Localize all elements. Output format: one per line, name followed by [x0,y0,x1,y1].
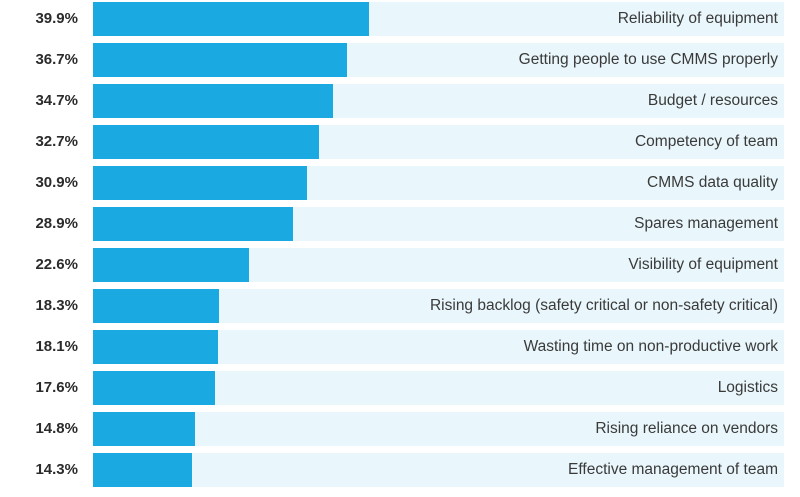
bar [93,248,250,282]
category-label: Logistics [717,379,778,396]
category-label: Budget / resources [647,92,778,109]
bar-track: Reliability of equipment [93,2,784,36]
value-label: 22.6% [35,256,78,273]
value-label: 14.8% [35,420,78,437]
value-label: 34.7% [35,92,78,109]
bar-row: 14.3% Effective management of team [0,453,800,487]
bar-row: 30.9% CMMS data quality [0,166,800,200]
bar-track: Getting people to use CMMS properly [93,43,784,77]
bar-row: 34.7% Budget / resources [0,84,800,118]
bar-row: 22.6% Visibility of equipment [0,248,800,282]
category-label: Wasting time on non-productive work [523,338,778,355]
category-label: Reliability of equipment [617,10,778,27]
bar-row: 18.3% Rising backlog (safety critical or … [0,289,800,323]
category-label: Competency of team [634,133,778,150]
bar-track: Rising backlog (safety critical or non-s… [93,289,784,323]
category-label: Rising backlog (safety critical or non-s… [429,297,778,314]
bar-track: Wasting time on non-productive work [93,330,784,364]
bar-track: CMMS data quality [93,166,784,200]
bar [93,2,369,36]
bar-track: Spares management [93,207,784,241]
category-label: Rising reliance on vendors [595,420,778,437]
bar [93,125,319,159]
value-label: 18.3% [35,297,78,314]
bar-track: Competency of team [93,125,784,159]
category-label: CMMS data quality [647,174,778,191]
bar-track: Visibility of equipment [93,248,784,282]
bar-row: 39.9% Reliability of equipment [0,2,800,36]
bar-row: 14.8% Rising reliance on vendors [0,412,800,446]
bar [93,43,347,77]
value-label: 32.7% [35,133,78,150]
bar-row: 18.1% Wasting time on non-productive work [0,330,800,364]
bar-row: 28.9% Spares management [0,207,800,241]
bar [93,330,219,364]
bar-row: 17.6% Logistics [0,371,800,405]
bar [93,207,293,241]
bar [93,166,307,200]
bar-track: Effective management of team [93,453,784,487]
value-label: 39.9% [35,10,78,27]
category-label: Getting people to use CMMS properly [518,51,778,68]
bar-row: 32.7% Competency of team [0,125,800,159]
bar-track: Rising reliance on vendors [93,412,784,446]
value-label: 14.3% [35,461,78,478]
value-label: 28.9% [35,215,78,232]
bar [93,453,192,487]
category-label: Effective management of team [568,461,778,478]
value-label: 18.1% [35,338,78,355]
value-label: 36.7% [35,51,78,68]
bar [93,371,215,405]
category-label: Visibility of equipment [628,256,778,273]
category-label: Spares management [634,215,778,232]
value-label: 17.6% [35,379,78,396]
bar [93,412,196,446]
bar [93,289,220,323]
bar-track: Budget / resources [93,84,784,118]
bar-row: 36.7% Getting people to use CMMS properly [0,43,800,77]
bar [93,84,333,118]
bar-track: Logistics [93,371,784,405]
value-label: 30.9% [35,174,78,191]
